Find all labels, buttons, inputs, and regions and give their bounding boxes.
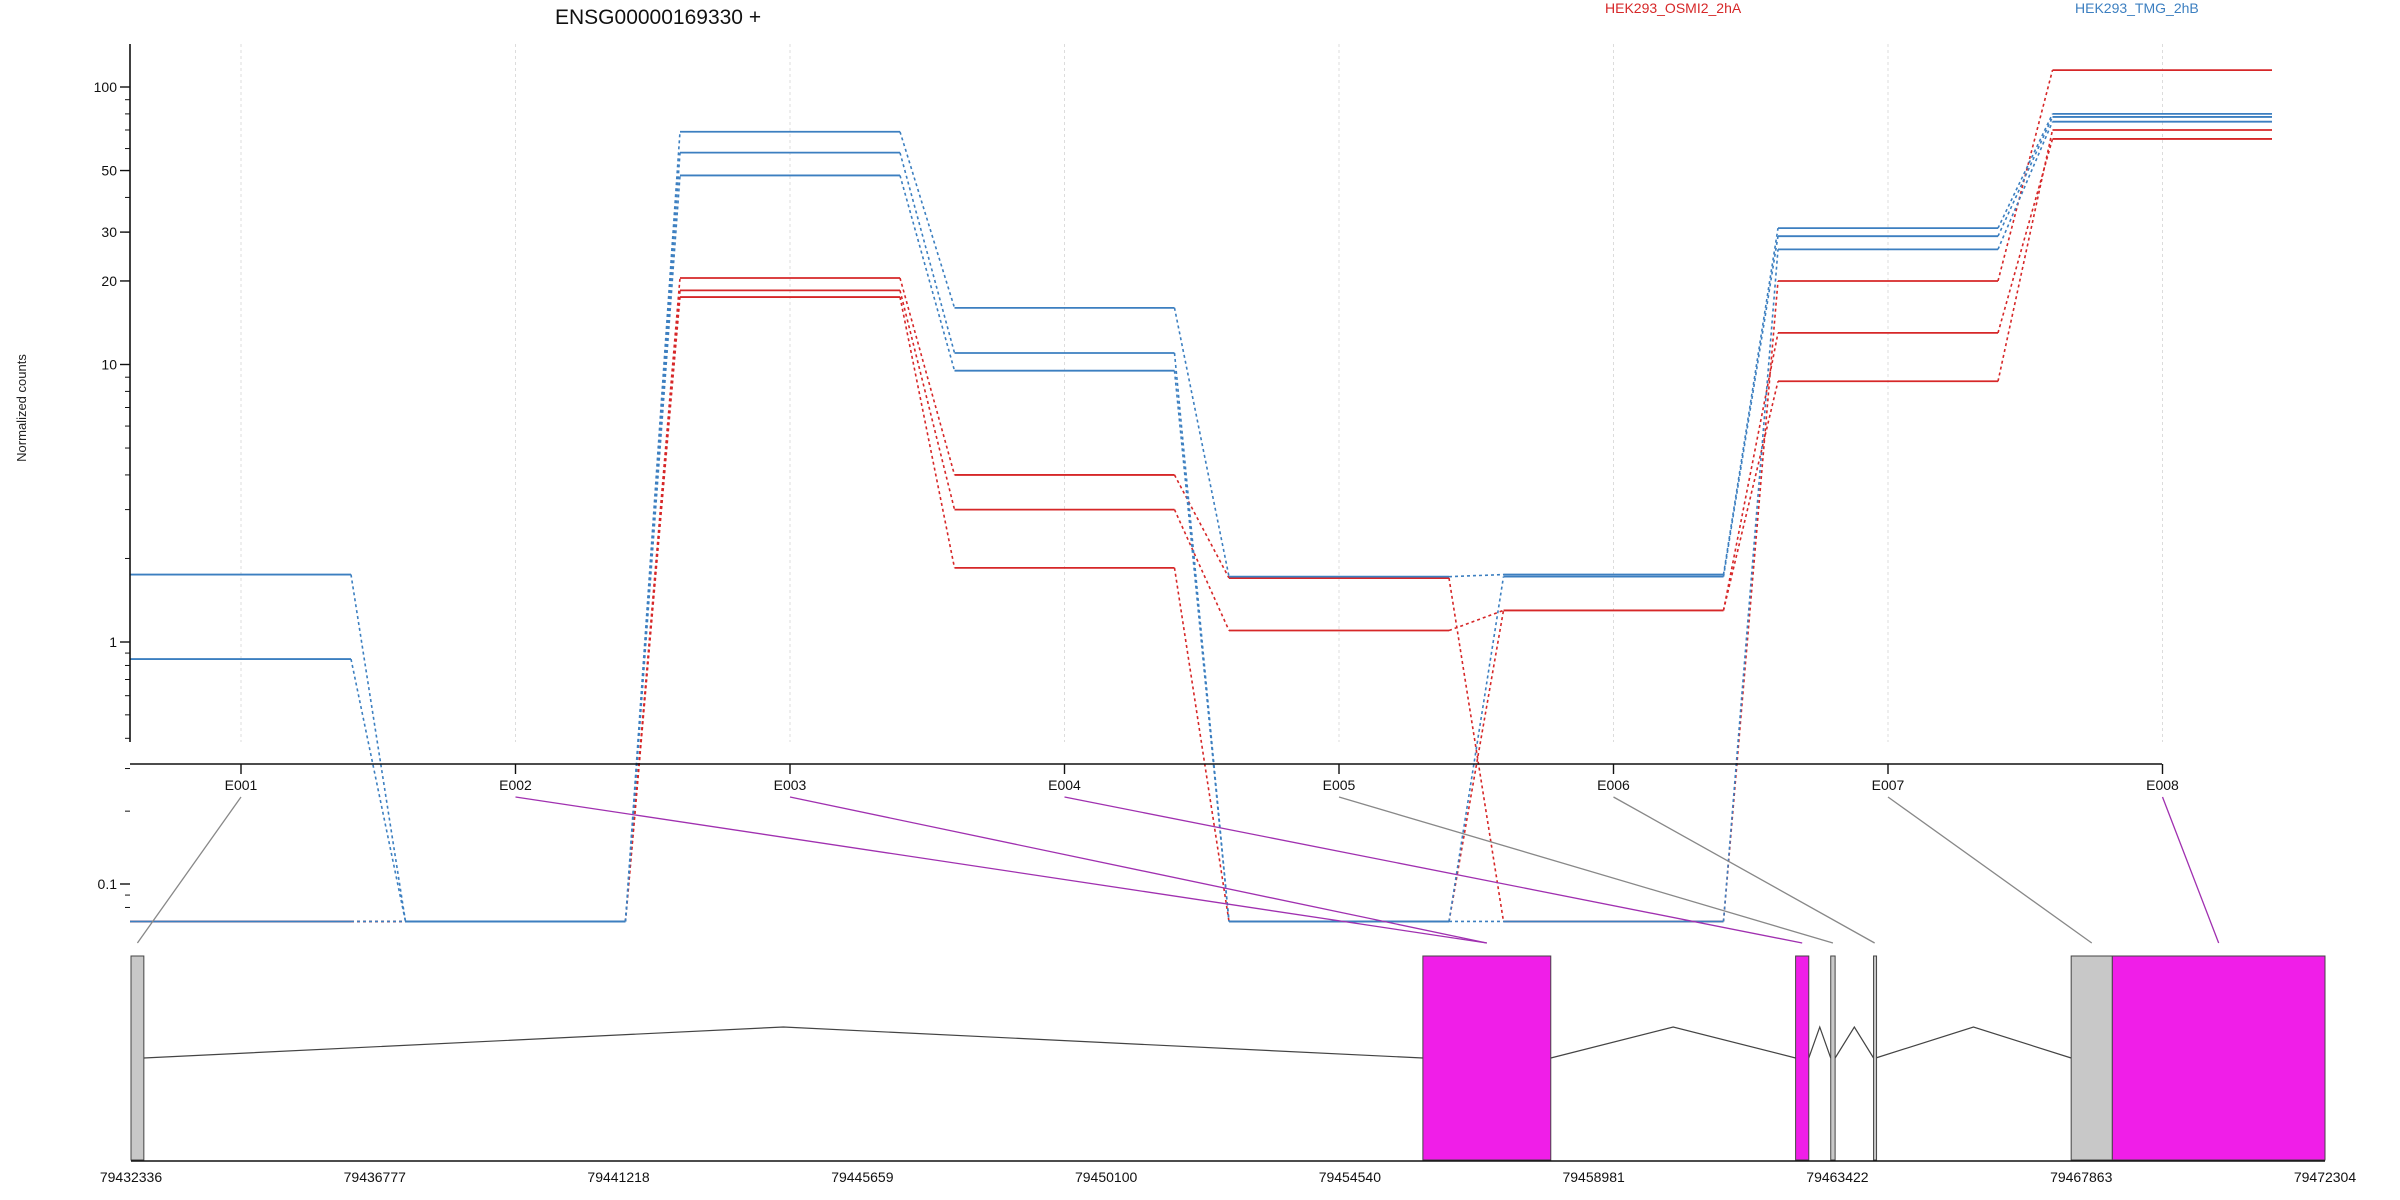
genomic-tick-label: 79432336 [100, 1169, 163, 1185]
genomic-tick-label: 79454540 [1319, 1169, 1382, 1185]
gene-model: 79432336 79436777 79441218 79445659 79450100… [100, 955, 2357, 1185]
genomic-tick-label: 79463422 [1806, 1169, 1869, 1185]
series-lines [130, 69, 2272, 923]
exon-block [1830, 955, 1836, 1161]
legend-entry-tmg: HEK293_TMG_2hB [2075, 0, 2199, 16]
series-connector [1448, 610, 1505, 922]
y-tick-label: 100 [94, 79, 118, 95]
series-connector [350, 658, 407, 922]
series-connector [899, 131, 956, 309]
series-connector [1173, 474, 1230, 579]
y-tick-label: 20 [101, 273, 117, 289]
series-connector [624, 296, 681, 922]
x-tick-label: E006 [1597, 777, 1630, 793]
genomic-tick-label: 79458981 [1562, 1169, 1625, 1185]
series-connector [1448, 576, 1505, 922]
intron-line [1875, 1026, 2072, 1059]
chart-title: ENSG00000169330 + [555, 6, 761, 29]
genomic-tick-label: 79441218 [587, 1169, 650, 1185]
exon-connector [1338, 796, 1834, 944]
intron-line [143, 1026, 1423, 1059]
series-connector [1722, 228, 1779, 575]
x-tick-label: E004 [1048, 777, 1081, 793]
exon-blocks [130, 955, 2326, 1161]
exon-connector [1064, 796, 1803, 944]
y-tick-label: 50 [101, 163, 117, 179]
exon-block [2070, 955, 2113, 1161]
series-connector [624, 131, 681, 922]
intron-line [1834, 1025, 1875, 1059]
series-connector [899, 277, 956, 476]
series-connector [624, 175, 681, 922]
series-connector [1173, 567, 1230, 922]
exon-connector [1613, 796, 1875, 944]
exon-connector [136, 796, 242, 944]
series-connector [899, 175, 956, 371]
x-tick-label: E001 [225, 777, 258, 793]
y-axis-label: Normalized counts [14, 354, 29, 462]
exon-connector [789, 796, 1487, 944]
exon-connector [1887, 796, 2093, 944]
x-tick-label: E005 [1323, 777, 1356, 793]
genomic-coordinate-axis: 79432336 79436777 79441218 79445659 79450100… [100, 1160, 2357, 1185]
exon-connectors [136, 796, 2220, 944]
exon-block [1795, 955, 1810, 1161]
genomic-tick-label: 79436777 [344, 1169, 407, 1185]
intron-lines [143, 1025, 2072, 1059]
x-tick-label: E008 [2146, 777, 2179, 793]
x-tick-label: E007 [1872, 777, 1905, 793]
series-connector [1997, 113, 2054, 229]
series-connector [1173, 307, 1230, 577]
exon-block [1422, 955, 1552, 1161]
y-axis: 100 50 30 20 10 1 0.1 [94, 44, 131, 908]
genomic-tick-label: 79467863 [2050, 1169, 2113, 1185]
exon-connector [2161, 796, 2220, 944]
exon-connector [515, 796, 1487, 944]
x-axis: E001 E002 E003 E004 E005 E006 E007 E008 [130, 763, 2179, 793]
series-connector [899, 296, 956, 569]
series-connector [1448, 577, 1505, 922]
series-connector [1997, 129, 2054, 382]
legend-entry-osmi2: HEK293_OSMI2_2hA [1605, 0, 1742, 16]
series-connector [1448, 573, 1504, 578]
series-connector [1722, 332, 1779, 611]
series-connector [1997, 121, 2054, 250]
exon-block [1873, 955, 1878, 1161]
x-tick-label: E003 [774, 777, 807, 793]
series-connector [1448, 609, 1504, 632]
y-tick-label: 0.1 [98, 876, 118, 892]
plot-area: 100 50 30 20 10 1 0.1 E001 E002 E003 E004 E005 E006… [94, 44, 2272, 923]
genomic-tick-label: 79450100 [1075, 1169, 1138, 1185]
intron-line [1808, 1025, 1832, 1059]
genomic-tick-label: 79445659 [831, 1169, 894, 1185]
genomic-tick-label: 79472304 [2294, 1169, 2357, 1185]
series-connector [1173, 370, 1230, 922]
series-connector [624, 290, 681, 922]
y-tick-label: 10 [101, 357, 117, 373]
x-tick-label: E002 [499, 777, 532, 793]
series-connector [899, 152, 956, 354]
series-connector [1173, 509, 1230, 631]
series-connector [1997, 116, 2054, 237]
y-tick-label: 1 [109, 634, 117, 650]
series-connector [350, 574, 407, 922]
intron-line [1550, 1026, 1796, 1059]
exon-block [130, 955, 145, 1161]
series-connector [1722, 249, 1779, 922]
series-connector [1722, 280, 1779, 922]
series-connector [899, 290, 956, 510]
grid-lines [240, 44, 2163, 742]
exon-block [2111, 955, 2326, 1161]
series-connector [1722, 381, 1779, 611]
y-tick-label: 30 [101, 224, 117, 240]
